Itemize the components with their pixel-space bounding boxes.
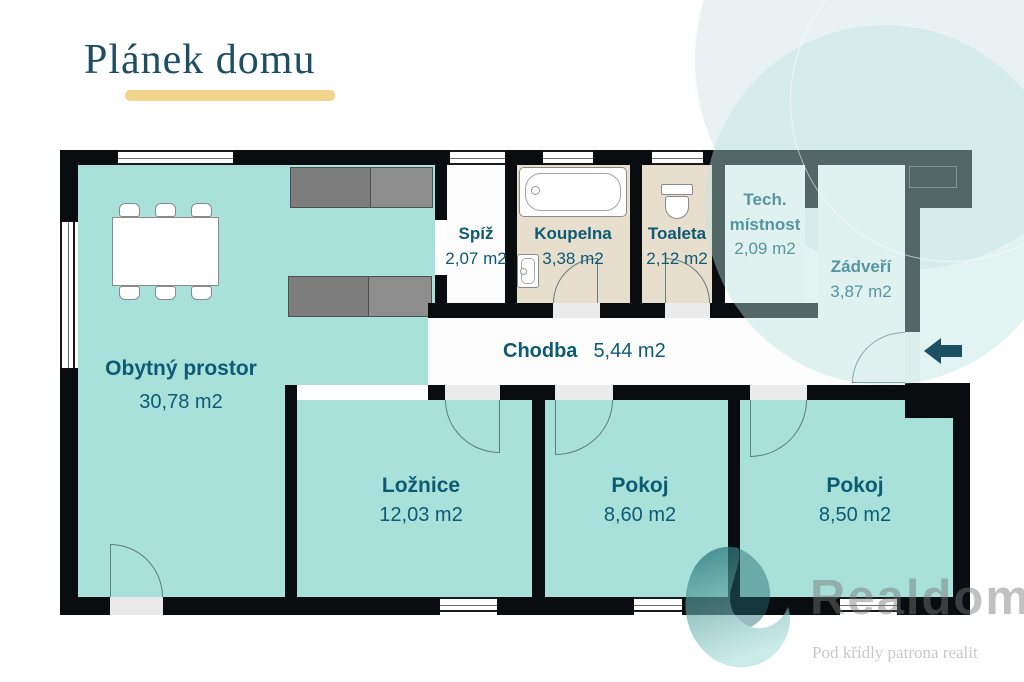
wall	[428, 385, 445, 400]
bathtub-icon	[519, 167, 627, 217]
window-icon	[652, 150, 703, 165]
wall	[163, 597, 440, 615]
door-threshold	[555, 385, 613, 400]
wall	[703, 150, 905, 165]
wall	[60, 368, 78, 615]
title-accent-bar	[125, 90, 335, 101]
wall	[897, 597, 970, 615]
kitchen-counter-section	[368, 277, 431, 316]
chair-icon	[191, 203, 212, 217]
wall	[710, 303, 818, 318]
door-threshold	[110, 597, 163, 615]
sink-icon	[517, 254, 539, 288]
wall	[953, 418, 970, 615]
wall	[532, 385, 545, 597]
toilet-icon	[665, 196, 689, 219]
wall	[233, 150, 450, 165]
wall	[285, 385, 297, 597]
wall	[505, 165, 517, 318]
wall	[60, 597, 110, 615]
kitchen-counter-lower	[288, 276, 432, 317]
brand-tagline: Pod křídly patrona realit	[812, 643, 978, 662]
door-threshold	[905, 332, 920, 383]
wall	[435, 165, 447, 220]
wall-block	[905, 383, 970, 418]
toilet-icon	[661, 184, 693, 195]
wall	[712, 165, 725, 318]
wall	[428, 303, 553, 318]
room-tech-floor	[725, 165, 805, 303]
door-threshold	[553, 303, 600, 318]
entrance-arrow-icon	[924, 338, 941, 364]
wall	[593, 150, 652, 165]
wall-block	[905, 150, 972, 208]
window-icon	[118, 150, 233, 165]
door-threshold	[750, 385, 807, 400]
entrance-arrow-icon	[941, 345, 962, 357]
door-threshold	[665, 303, 710, 318]
page-title: Plánek domu	[84, 37, 316, 83]
dining-table	[112, 217, 219, 286]
door-threshold	[445, 385, 500, 400]
chair-icon	[119, 203, 140, 217]
room-pantry-floor	[447, 165, 505, 303]
chair-icon	[191, 286, 212, 300]
kitchen-counter-upper	[290, 167, 433, 208]
wall	[905, 208, 920, 332]
window-icon	[840, 597, 897, 612]
window-icon	[634, 597, 682, 612]
logo-mark	[685, 546, 790, 668]
wall	[728, 385, 740, 597]
wall	[60, 150, 78, 222]
window-icon	[440, 597, 497, 612]
wall	[805, 165, 818, 208]
window-icon	[60, 222, 75, 368]
wall	[505, 150, 543, 165]
chair-icon	[155, 286, 176, 300]
wall	[500, 385, 555, 400]
wall	[613, 385, 750, 400]
window-icon	[450, 150, 505, 165]
chair-icon	[155, 203, 176, 217]
wall	[600, 303, 665, 318]
window-icon	[543, 150, 593, 165]
niche-outline	[909, 166, 957, 188]
chair-icon	[119, 286, 140, 300]
wall	[497, 597, 634, 615]
wall	[630, 165, 642, 318]
room-hallway-floor	[428, 318, 905, 385]
kitchen-counter-section	[370, 168, 432, 207]
wall	[807, 385, 905, 400]
